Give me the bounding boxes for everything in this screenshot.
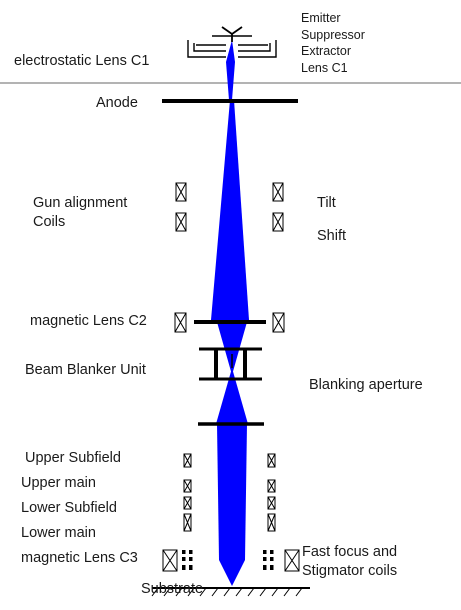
lens-c1-inner-right: [238, 43, 271, 52]
beam-blanker-unit: [199, 347, 262, 381]
coil-icon: [272, 312, 285, 333]
label-gun-alignment: Gun alignment: [33, 195, 128, 211]
coil-icon: [183, 453, 192, 468]
label-upper-subfield: Upper Subfield: [25, 450, 121, 466]
coil-icon: [267, 513, 276, 532]
coil-icon: [267, 479, 276, 493]
coil-icon: [162, 549, 178, 572]
coil-icon: [272, 212, 284, 232]
label-lower-subfield: Lower Subfield: [21, 500, 117, 516]
coil-icon: [174, 312, 187, 333]
beam-gun-segment: [226, 40, 235, 100]
label-emitter: Emitter: [301, 11, 341, 25]
label-upper-main: Upper main: [21, 475, 96, 491]
emitter-icon: [221, 26, 243, 42]
beam-blanker-lower: [216, 368, 248, 424]
label-suppressor: Suppressor: [301, 28, 365, 42]
lens-c1-electrode-left: [187, 40, 226, 58]
lens-winding-icon: [182, 550, 274, 570]
label-extractor: Extractor: [301, 44, 352, 58]
label-anode: Anode: [96, 95, 138, 111]
coil-icon: [267, 496, 276, 510]
lens-c1-electrode-right: [238, 40, 277, 58]
magnetic-lens-c3: [162, 549, 300, 572]
label-coils: Coils: [33, 214, 66, 230]
label-stigmator-coils: Stigmator coils: [302, 563, 398, 579]
deflector-coils: [183, 453, 276, 532]
beam-anode-crossover: [211, 100, 249, 320]
coil-icon: [284, 549, 300, 572]
label-electrostatic-lens-c1: electrostatic Lens C1: [14, 53, 150, 69]
beam-lower-column: [217, 424, 247, 560]
coil-icon: [183, 479, 192, 493]
magnetic-lens-c2: [174, 312, 285, 333]
label-tilt: Tilt: [317, 195, 336, 211]
label-blanking-aperture: Blanking aperture: [309, 377, 423, 393]
lens-c1-inner-left: [193, 43, 226, 52]
label-fast-focus: Fast focus and: [302, 544, 398, 560]
coil-icon: [267, 453, 276, 468]
label-magnetic-lens-c2: magnetic Lens C2: [30, 313, 147, 329]
coil-icon: [175, 212, 187, 232]
gun-alignment-coils: [175, 182, 284, 232]
label-magnetic-lens-c3: magnetic Lens C3: [21, 550, 138, 566]
substrate: [151, 587, 310, 597]
coil-icon: [183, 513, 192, 532]
label-substrate: Substrate: [141, 581, 204, 597]
coil-icon: [175, 182, 187, 202]
coil-icon: [272, 182, 284, 202]
label-lens-c1: Lens C1: [301, 61, 348, 75]
electron-beam: [211, 40, 249, 586]
beam-focus-cone: [219, 560, 245, 586]
electrostatic-lens-c1-electrodes: [187, 35, 277, 58]
label-shift: Shift: [317, 228, 347, 244]
coil-icon: [183, 496, 192, 510]
label-beam-blanker-unit: Beam Blanker Unit: [25, 362, 146, 378]
label-lower-main: Lower main: [21, 525, 96, 541]
